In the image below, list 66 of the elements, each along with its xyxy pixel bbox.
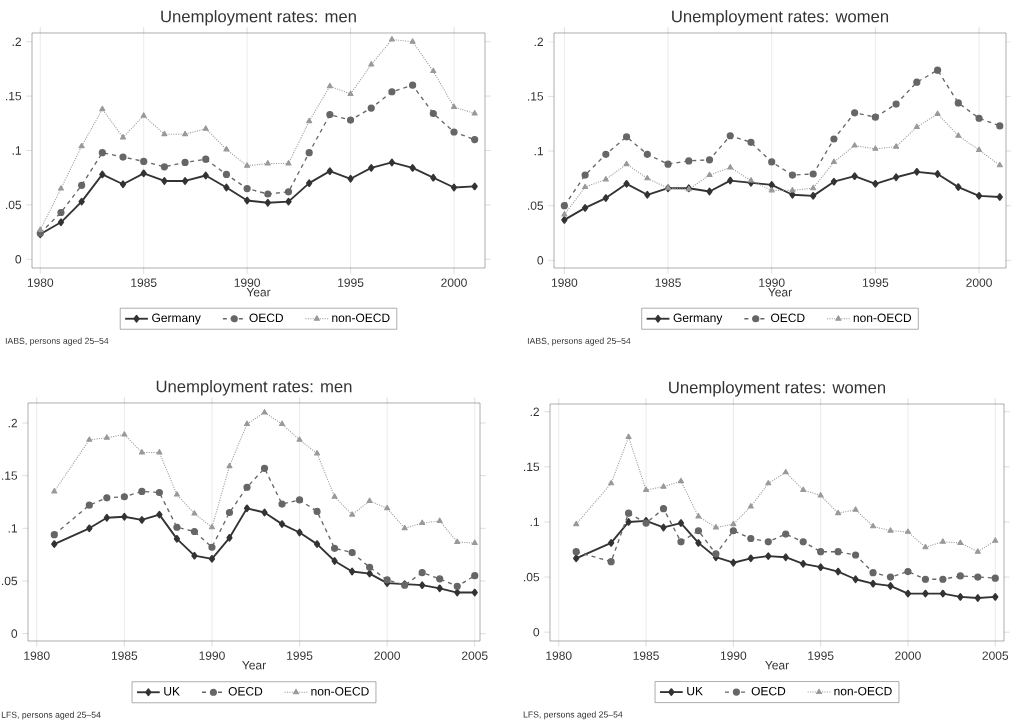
x-tick-label: 2000 [895, 651, 921, 660]
x-tick-label: 1980 [551, 278, 578, 287]
x-axis-title: Year [768, 288, 792, 297]
y-tick-label: .1 [534, 146, 544, 156]
y-tick-label: .1 [8, 524, 18, 533]
y-tick-label: .1 [530, 517, 540, 527]
y-tick-label: .15 [2, 471, 18, 480]
x-tick-label: 2005 [462, 651, 488, 660]
y-tick-label: .05 [2, 576, 18, 586]
legend-label: OECD [751, 686, 786, 696]
x-tick-label: 1990 [199, 651, 225, 660]
legend-label: UK [164, 687, 180, 696]
x-tick-label: 1990 [759, 278, 785, 287]
legend-label: Germany [152, 313, 201, 325]
legend-label: OECD [228, 687, 263, 696]
legend-label: UK [687, 686, 703, 696]
x-tick-label: 2005 [982, 651, 1009, 660]
y-tick-label: .05 [524, 572, 540, 582]
y-tick-label: .2 [12, 37, 21, 46]
legend-label: non-OECD [834, 686, 892, 696]
y-tick-label: .05 [6, 200, 22, 210]
x-tick-label: 1995 [287, 651, 313, 660]
x-axis-title: Year [765, 661, 789, 670]
y-tick-label: 0 [533, 627, 540, 637]
x-axis-title: Year [242, 661, 266, 670]
x-tick-label: 2000 [374, 651, 401, 660]
x-tick-label: 2000 [966, 278, 992, 287]
text: IABS, persons aged 25–54 [527, 337, 631, 346]
legend-label: OECD [249, 313, 284, 323]
y-tick-label: .2 [534, 37, 543, 46]
chart-title: Unemployment rates: men [161, 10, 356, 26]
x-tick-label: 1990 [720, 651, 747, 660]
x-tick-label: 1985 [655, 278, 681, 287]
x-tick-label: 1990 [234, 278, 261, 287]
text: IABS, persons aged 25–54 [5, 337, 109, 346]
y-tick-label: 0 [15, 255, 22, 264]
x-tick-label: 1985 [111, 651, 138, 660]
y-tick-label: .2 [530, 407, 539, 416]
y-tick-label: 0 [537, 256, 544, 265]
chart-title: Unemployment rates: women [672, 10, 889, 26]
legend-label: non-OECD [311, 687, 369, 696]
x-tick-label: 1995 [808, 651, 834, 660]
chart-title: Unemployment rates: women [669, 381, 886, 397]
text: LFS, persons aged 25–54 [523, 711, 623, 720]
text: LFS, persons aged 25–54 [1, 711, 101, 720]
y-tick-label: .15 [524, 462, 540, 472]
x-axis-title: Year [246, 288, 271, 297]
y-tick-label: .15 [528, 92, 544, 101]
x-tick-label: 1995 [862, 278, 889, 287]
y-tick-label: .1 [12, 146, 22, 155]
x-tick-label: 1985 [633, 651, 659, 660]
x-tick-label: 1980 [24, 651, 50, 660]
y-tick-label: 0 [11, 629, 18, 638]
y-tick-label: .05 [528, 201, 544, 210]
x-tick-label: 1995 [338, 278, 364, 287]
legend-label: Germany [673, 313, 723, 325]
x-tick-label: 1985 [131, 278, 157, 287]
y-tick-label: .15 [6, 91, 22, 101]
x-tick-label: 1980 [546, 651, 572, 660]
legend-label: non-OECD [332, 313, 390, 323]
chart-title: Unemployment rates: men [156, 380, 352, 396]
x-tick-label: 1980 [27, 278, 54, 287]
legend-label: OECD [771, 313, 805, 323]
x-tick-label: 2000 [441, 278, 467, 287]
y-tick-label: .2 [8, 418, 17, 428]
legend-label: non-OECD [853, 313, 912, 323]
